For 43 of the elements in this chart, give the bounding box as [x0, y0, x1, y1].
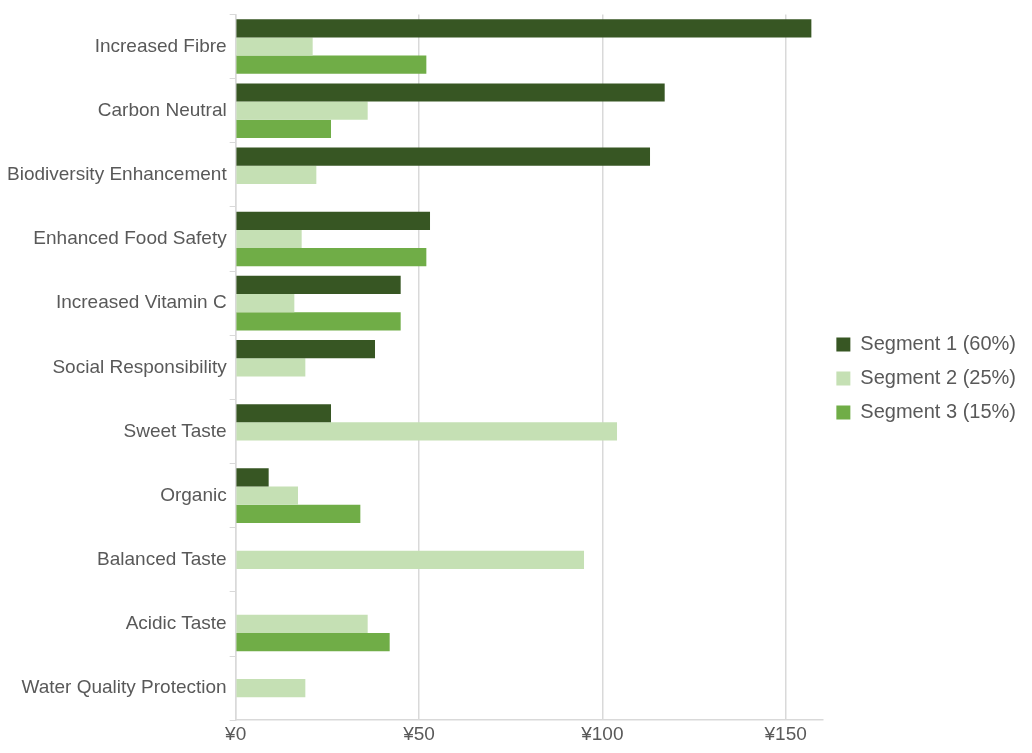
- bar: [236, 211, 431, 230]
- y-tick-label: Water Quality Protection: [21, 676, 227, 698]
- bar: [236, 19, 812, 38]
- bar: [236, 468, 269, 487]
- bar: [236, 294, 295, 313]
- bar: [236, 633, 390, 652]
- bar: [236, 55, 427, 74]
- legend-label: Segment 3 (15%): [860, 400, 1017, 423]
- bar: [236, 248, 427, 267]
- x-tick-label: ¥0: [224, 722, 247, 744]
- y-tick-label: Acidic Taste: [125, 612, 227, 634]
- bar: [236, 340, 376, 359]
- bar: [236, 679, 306, 698]
- y-tick-label: Balanced Taste: [97, 548, 227, 570]
- y-tick-label: Increased Fibre: [94, 34, 227, 56]
- bar: [236, 358, 306, 377]
- bar: [236, 614, 368, 634]
- bar: [236, 83, 665, 102]
- y-tick-label: Social Responsibility: [52, 355, 228, 377]
- x-tick-label: ¥100: [580, 722, 624, 744]
- bar: [236, 165, 317, 184]
- bar: [236, 550, 585, 569]
- x-tick-label: ¥50: [402, 722, 435, 744]
- bar: [236, 422, 618, 441]
- bar: [236, 504, 361, 523]
- y-tick-label: Biodiversity Enhancement: [7, 163, 228, 185]
- bar: [236, 275, 401, 295]
- y-tick-label: Organic: [160, 483, 227, 505]
- legend-label: Segment 1 (60%): [860, 332, 1017, 355]
- bar: [236, 119, 332, 138]
- bar: [236, 404, 332, 423]
- y-tick-label: Enhanced Food Safety: [33, 227, 228, 249]
- bar: [236, 37, 313, 56]
- bar: [236, 312, 401, 331]
- bar: [236, 229, 302, 249]
- bar: [236, 486, 299, 505]
- x-tick-label: ¥150: [763, 722, 807, 744]
- y-tick-label: Sweet Taste: [123, 419, 227, 441]
- legend-label: Segment 2 (25%): [860, 366, 1017, 389]
- y-tick-label: Increased Vitamin C: [55, 291, 227, 313]
- y-tick-label: Carbon Neutral: [97, 98, 227, 120]
- bar: [236, 147, 651, 166]
- bar: [236, 101, 368, 120]
